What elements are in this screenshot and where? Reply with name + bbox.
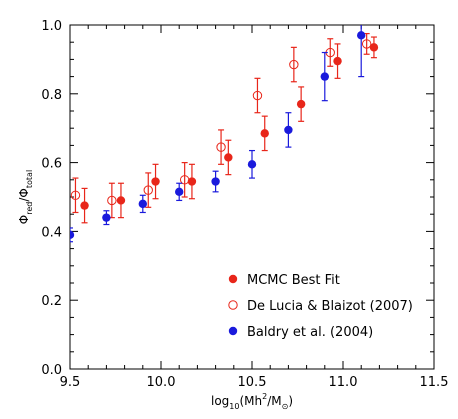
- data-point: [175, 187, 184, 197]
- y-tick-label: 0.6: [41, 157, 62, 172]
- data-point: [296, 99, 306, 109]
- data-point: [369, 43, 379, 52]
- data-point: [284, 125, 293, 135]
- legend-label-delucia: De Lucia & Blaizot (2007): [247, 299, 413, 314]
- data-point: [102, 213, 111, 222]
- data-point: [187, 177, 197, 186]
- data-point: [80, 201, 89, 210]
- series-0: [80, 36, 379, 224]
- y-label-sub1: red: [25, 202, 34, 215]
- y-tick-label: 0.8: [41, 88, 62, 103]
- data-point: [289, 59, 299, 70]
- legend-label-baldry: Baldry et al. (2004): [247, 325, 373, 340]
- data-point: [252, 90, 263, 101]
- series-1: [70, 32, 372, 219]
- x-tick-label: 9.5: [60, 375, 81, 390]
- y-label-slash: /: [17, 197, 31, 202]
- y-label-phi2: Φ: [17, 188, 31, 197]
- x-label-mid: /M: [267, 394, 281, 408]
- legend-marker-baldry: [228, 326, 238, 336]
- data-point: [107, 195, 117, 206]
- axis-ticks: [69, 24, 435, 370]
- data-point: [116, 196, 126, 205]
- x-tick-label: 10.5: [238, 375, 267, 390]
- legend-marker-mcmc: [228, 274, 238, 284]
- legend-label-mcmc: MCMC Best Fit: [247, 273, 340, 288]
- data-point: [151, 177, 160, 186]
- x-label-base-sub: 10: [229, 402, 239, 411]
- data-point: [357, 31, 366, 40]
- data-point: [179, 175, 190, 185]
- y-tick-label: 0.0: [41, 363, 62, 378]
- y-label-sub2: total: [25, 170, 34, 188]
- y-tick-label: 0.2: [41, 294, 62, 309]
- series-2: [70, 25, 366, 243]
- data-point: [224, 153, 233, 162]
- y-tick-label: 1.0: [41, 19, 62, 34]
- x-label-end: ): [288, 394, 293, 408]
- data-point: [260, 129, 269, 138]
- data-point: [333, 56, 342, 66]
- data-points: [70, 25, 379, 243]
- data-point: [320, 72, 329, 81]
- data-point: [247, 160, 257, 169]
- axis-tick-labels: 9.5 10.0 10.5 11.0 11.5 0.0 0.2 0.4 0.6 0.8 1.0: [41, 19, 448, 390]
- legend-marker-delucia: [228, 300, 238, 310]
- data-point: [70, 230, 75, 240]
- data-point: [361, 39, 372, 49]
- data-point: [143, 185, 153, 195]
- data-point: [70, 190, 81, 200]
- x-label-base: log: [211, 394, 229, 408]
- y-axis-label: Φred/Φtotal: [17, 170, 34, 224]
- x-tick-label: 10.0: [147, 375, 176, 390]
- x-label-sun: ⊙: [282, 402, 289, 411]
- x-tick-label: 11.5: [420, 375, 449, 390]
- plot-frame: [69, 24, 435, 370]
- x-label-sup: 2: [262, 392, 267, 401]
- legend: MCMC Best Fit De Lucia & Blaizot (2007) …: [228, 273, 413, 340]
- data-point: [211, 177, 220, 186]
- data-point: [138, 199, 147, 209]
- x-tick-label: 11.0: [329, 375, 358, 390]
- x-label-main: (Mh: [239, 394, 262, 408]
- y-label-phi1: Φ: [17, 215, 31, 224]
- x-axis-label: log10(Mh2/M⊙): [211, 392, 293, 411]
- y-tick-label: 0.4: [41, 225, 62, 240]
- data-point: [216, 142, 226, 152]
